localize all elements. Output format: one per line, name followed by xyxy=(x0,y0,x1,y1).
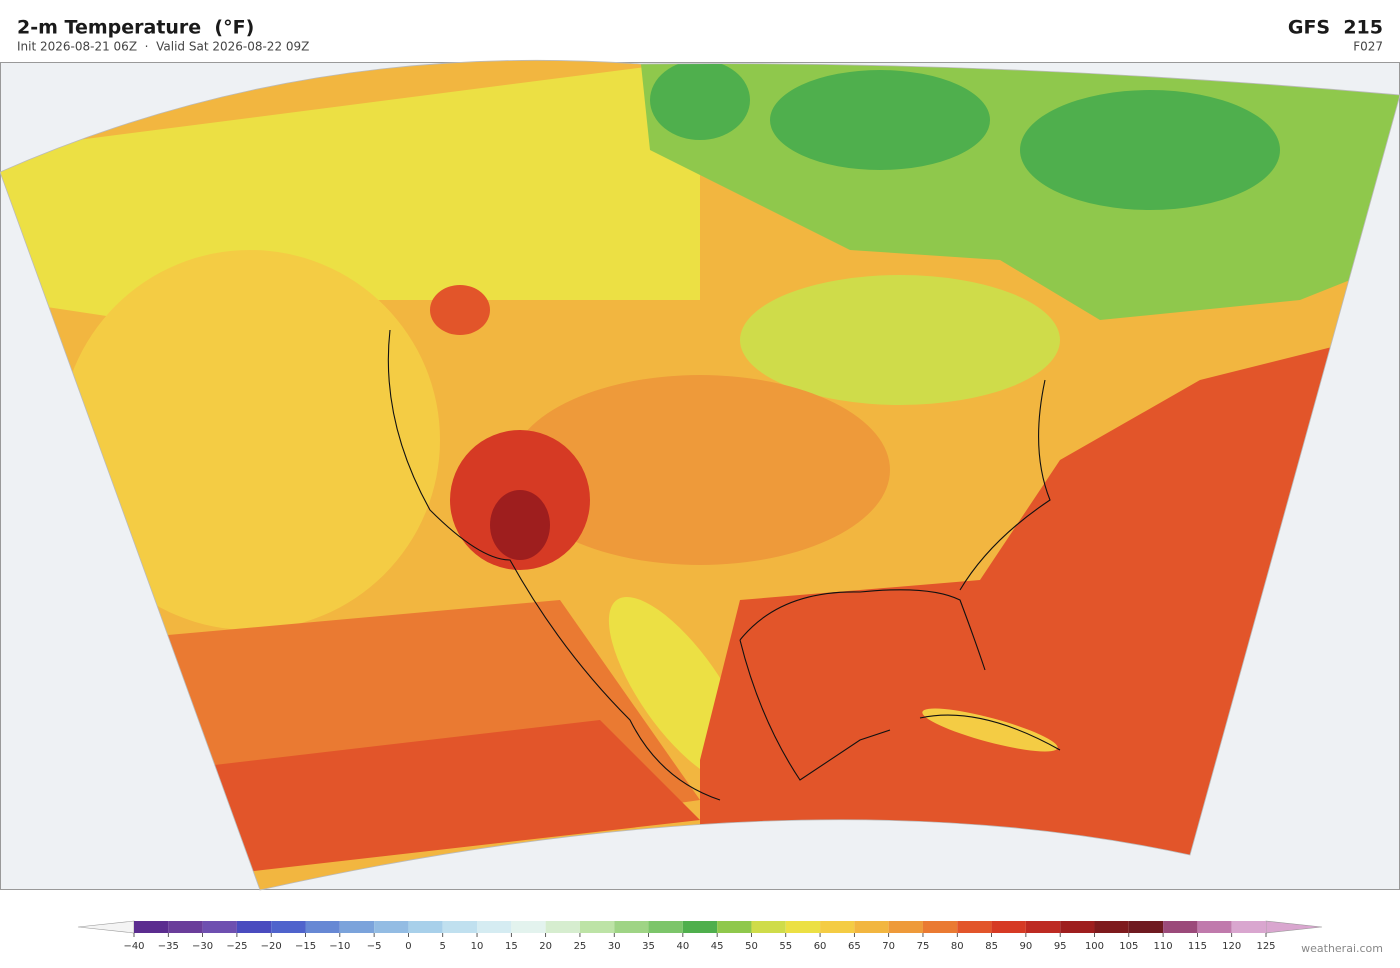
colorbar-segment xyxy=(339,921,375,933)
colorbar-tick-label: 90 xyxy=(1020,941,1033,952)
colorbar-tick-label: 40 xyxy=(676,941,689,952)
colorbar-tick-label: 125 xyxy=(1256,941,1275,952)
credit: weatherai.com xyxy=(1301,942,1383,955)
colorbar-tick-label: −30 xyxy=(192,941,213,952)
colorbar-tick-label: 75 xyxy=(917,941,930,952)
colorbar-tick-label: 115 xyxy=(1188,941,1207,952)
colorbar-segment xyxy=(579,921,615,933)
colorbar-tick-label: −35 xyxy=(158,941,179,952)
colorbar-segment xyxy=(168,921,203,933)
colorbar-tick-label: 25 xyxy=(574,941,587,952)
colorbar-segment xyxy=(888,921,923,933)
colorbar-segment xyxy=(1060,921,1095,933)
colorbar-segment xyxy=(614,921,649,933)
colorbar-segment xyxy=(1163,921,1198,933)
colorbar-tick-label: 5 xyxy=(440,941,446,952)
colorbar-segment xyxy=(648,921,683,933)
colorbar-segment xyxy=(820,921,855,933)
colorbar-tick-label: 80 xyxy=(951,941,964,952)
colorbar-segment xyxy=(1128,921,1164,933)
colorbar-segment xyxy=(991,921,1026,933)
colorbar-segment xyxy=(922,921,958,933)
colorbar-extend-high xyxy=(1265,920,1323,934)
colorbar-tick-label: 95 xyxy=(1054,941,1067,952)
colorbar-segment xyxy=(1231,921,1266,933)
colorbar-tick-label: 35 xyxy=(642,941,655,952)
model-label: GFS 215 xyxy=(1288,17,1383,39)
colorbar-extend-low xyxy=(77,920,135,934)
colorbar-segment xyxy=(408,921,443,933)
colorbar-segment xyxy=(785,921,821,933)
colorbar-segment xyxy=(305,921,340,933)
colorbar-tick-label: −20 xyxy=(261,941,282,952)
forecast-hour: F027 xyxy=(1353,40,1383,54)
colorbar-tick-label: 100 xyxy=(1085,941,1104,952)
colorbar-tick-label: 85 xyxy=(985,941,998,952)
colorbar-segment xyxy=(751,921,786,933)
map xyxy=(0,59,1400,891)
colorbar-tick-label: 60 xyxy=(814,941,827,952)
colorbar-tick-label: 20 xyxy=(539,941,552,952)
colorbar-tick-label: 70 xyxy=(882,941,895,952)
title: 2-m Temperature (°F) xyxy=(17,17,254,39)
colorbar-segment xyxy=(236,921,272,933)
colorbar-segment xyxy=(511,921,546,933)
colorbar-tick-label: 50 xyxy=(745,941,758,952)
colorbar-tick-label: −5 xyxy=(367,941,382,952)
colorbar-tick-label: 55 xyxy=(779,941,792,952)
colorbar-tick-label: 45 xyxy=(711,941,724,952)
colorbar-segment xyxy=(1094,921,1129,933)
colorbar-tick-label: −15 xyxy=(295,941,316,952)
colorbar-tick-label: 110 xyxy=(1154,941,1173,952)
colorbar-segment xyxy=(442,921,478,933)
colorbar-tick-label: 10 xyxy=(471,941,484,952)
colorbar-segment xyxy=(202,921,237,933)
colorbar-segment xyxy=(717,921,752,933)
colorbar-segment xyxy=(545,921,580,933)
colorbar-tick-label: −40 xyxy=(123,941,144,952)
colorbar-segment xyxy=(957,921,992,933)
colorbar-tick-label: −25 xyxy=(226,941,247,952)
colorbar-segment xyxy=(271,921,306,933)
colorbar-segment xyxy=(1025,921,1061,933)
colorbar-tick-label: 30 xyxy=(608,941,621,952)
colorbar-segment xyxy=(477,921,512,933)
colorbar-segment xyxy=(1197,921,1232,933)
colorbar-tick-label: −10 xyxy=(329,941,350,952)
colorbar-tick-label: 65 xyxy=(848,941,861,952)
colorbar-tick-label: 120 xyxy=(1222,941,1241,952)
colorbar-segment xyxy=(374,921,409,933)
colorbar-segment xyxy=(854,921,889,933)
colorbar-tick-label: 0 xyxy=(405,941,411,952)
subtitle: Init 2026-08-21 06Z · Valid Sat 2026-08-… xyxy=(17,40,309,54)
colorbar: −40 −35 −30 −25 −20 −15 −10 −5 0 5 10 15 20 25 30 35 40 4… xyxy=(77,920,1323,952)
colorbar-segment xyxy=(134,921,169,933)
colorbar-tick-label: 15 xyxy=(505,941,518,952)
colorbar-tick-label: 105 xyxy=(1119,941,1138,952)
colorbar-segment xyxy=(682,921,718,933)
